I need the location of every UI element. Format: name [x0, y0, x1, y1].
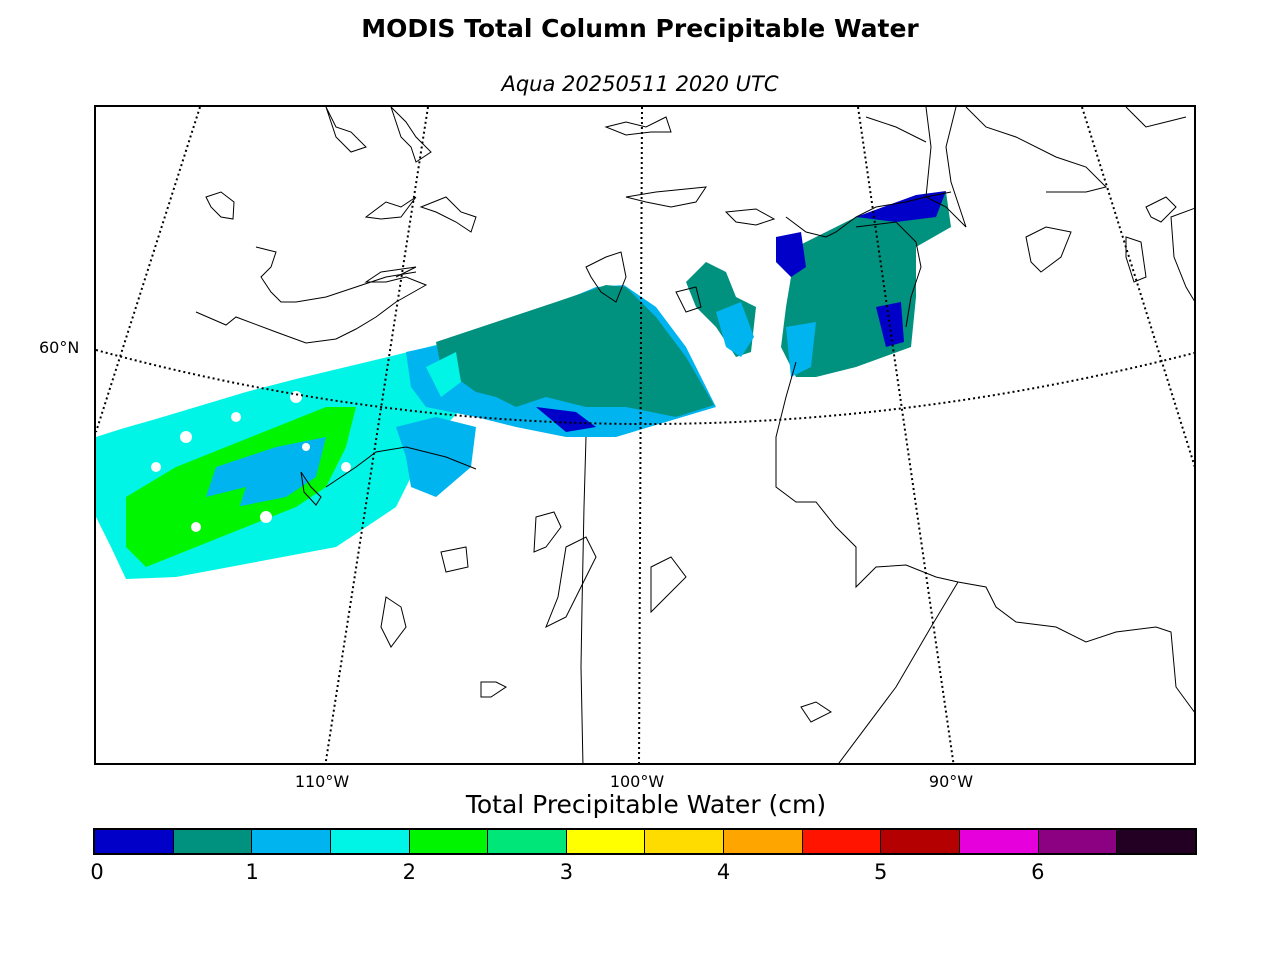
- colorbar-swatch: [330, 830, 410, 853]
- map-panel: [94, 105, 1196, 765]
- chart-title: MODIS Total Column Precipitable Water: [361, 14, 919, 43]
- colorbar-swatch: [1117, 830, 1195, 853]
- colorbar-tick-label: 1: [245, 860, 259, 884]
- colorbar-tick-label: 0: [90, 860, 104, 884]
- colorbar-tick-label: 4: [716, 860, 731, 884]
- colorbar-tick-label: 3: [559, 860, 574, 884]
- pw-swath-central: [406, 285, 716, 437]
- colorbar-swatch: [173, 830, 253, 853]
- colorbar-swatch: [409, 830, 489, 853]
- colorbar-swatch: [802, 830, 882, 853]
- colorbar: [93, 828, 1197, 855]
- colorbar-swatch: [881, 830, 961, 853]
- chart-subtitle: Aqua 20250511 2020 UTC: [501, 72, 779, 96]
- colorbar-tick-label: 6: [1031, 860, 1045, 884]
- lon-label-110w: 110°W: [294, 772, 350, 791]
- colorbar-tick-label: 5: [874, 860, 888, 884]
- colorbar-swatch: [724, 830, 803, 853]
- pw-swath-west: [96, 337, 481, 579]
- colorbar-swatch: [488, 830, 567, 853]
- colorbar-swatch: [645, 830, 725, 853]
- pw-swath-east: [686, 191, 951, 377]
- colorbar-swatch: [252, 830, 331, 853]
- graticule: [96, 107, 1194, 763]
- lat-label-60n: 60°N: [39, 338, 80, 357]
- colorbar-swatch: [95, 830, 174, 853]
- colorbar-title: Total Precipitable Water (cm): [465, 790, 827, 819]
- map-svg: [96, 107, 1194, 763]
- colorbar-swatch: [1038, 830, 1118, 853]
- colorbar-swatch: [960, 830, 1039, 853]
- lon-label-100w: 100°W: [609, 772, 665, 791]
- colorbar-tick-label: 2: [402, 860, 416, 884]
- lon-label-90w: 90°W: [928, 772, 974, 791]
- coastlines: [195, 107, 1194, 763]
- colorbar-swatch: [566, 830, 646, 853]
